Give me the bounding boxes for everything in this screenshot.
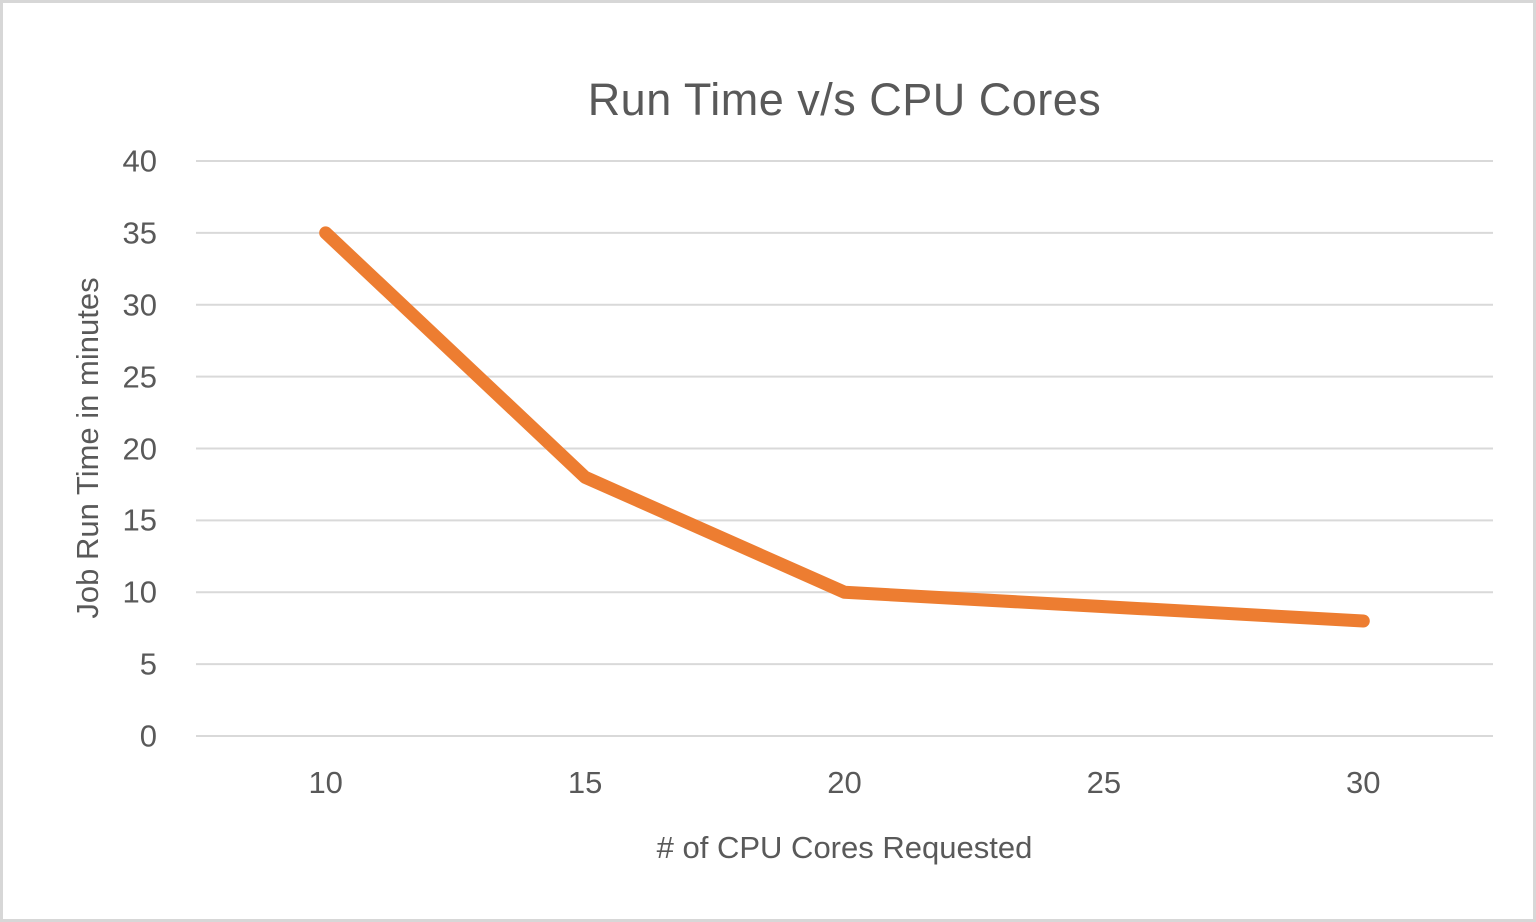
y-tick-label-5: 5 [139, 646, 157, 682]
x-tick-label-20: 20 [827, 765, 862, 800]
y-tick-label-30: 30 [122, 287, 157, 323]
y-tick-label-40: 40 [122, 143, 157, 179]
x-tick-label-30: 30 [1346, 765, 1381, 800]
y-tick-label-25: 25 [122, 359, 157, 395]
plot-area [196, 160, 1493, 737]
x-tick-label-10: 10 [308, 765, 343, 800]
y-tick-label-20: 20 [122, 431, 157, 466]
y-tick-label-15: 15 [122, 502, 157, 538]
x-tick-label-15: 15 [567, 765, 603, 800]
chart-title: Run Time v/s CPU Cores [587, 74, 1102, 125]
x-tick-label-25: 25 [1086, 765, 1122, 800]
y-axis-title: Job Run Time in minutes [70, 277, 105, 619]
series-line-job-run-time [319, 226, 1370, 628]
y-tick-label-10: 10 [122, 574, 157, 610]
x-axis-title: # of CPU Cores Requested [656, 830, 1033, 865]
y-tick-label-35: 35 [122, 215, 157, 251]
y-tick-label-0: 0 [139, 718, 157, 754]
